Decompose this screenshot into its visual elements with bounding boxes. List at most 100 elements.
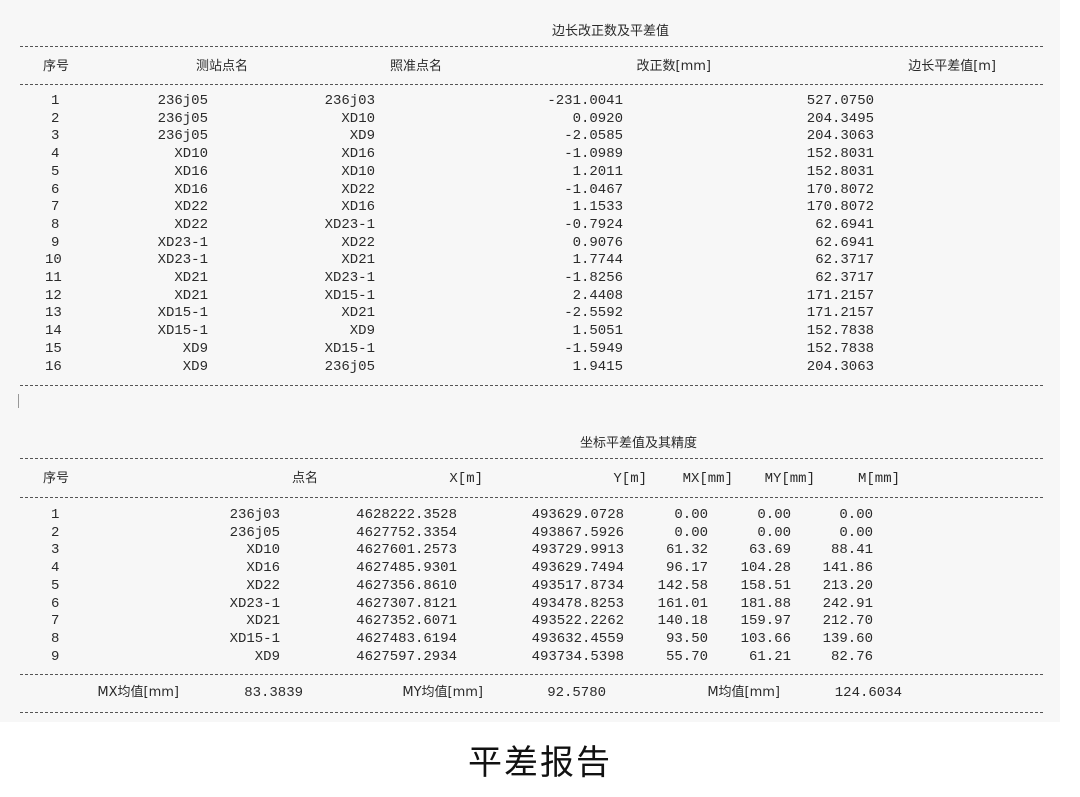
table-cell: -231.0041: [547, 93, 623, 109]
mx-mean-label: MX均值[mm]: [97, 685, 179, 700]
table-cell: 62.6941: [815, 234, 874, 251]
table-cell: 158.51: [740, 577, 791, 594]
table-cell: 204.3063: [806, 358, 874, 375]
table-cell: 0.00: [674, 507, 708, 523]
table-cell: 236j03: [229, 507, 280, 523]
table-cell: 61.21: [748, 648, 791, 665]
table-cell: -2.5592: [564, 305, 623, 322]
table-cell: 4: [51, 560, 60, 577]
table-cell: 4627601.2573: [356, 542, 457, 559]
table-cell: XD15-1: [229, 630, 280, 647]
column-header: X[m]: [449, 471, 483, 487]
table-cell: 236j05: [157, 110, 208, 127]
table-cell: 142.58: [657, 577, 708, 594]
divider: [20, 712, 1043, 713]
table-cell: 96.17: [665, 560, 708, 577]
table-cell: XD16: [174, 181, 208, 198]
table-cell: XD23-1: [157, 234, 208, 251]
table-cell: 493478.8253: [531, 595, 624, 612]
divider: [20, 458, 1043, 459]
table-cell: XD9: [182, 340, 208, 357]
table-cell: 141.86: [822, 560, 873, 577]
table-cell: 0.00: [839, 524, 873, 541]
table-cell: 1: [51, 93, 60, 109]
table1-title: 边长改正数及平差值: [552, 24, 670, 39]
table2-title: 坐标平差值及其精度: [580, 436, 698, 451]
column-header: 序号: [43, 59, 70, 74]
table-cell: 493734.5398: [531, 648, 624, 665]
table-cell: 527.0750: [806, 93, 874, 109]
table-cell: 171.2157: [806, 305, 874, 322]
caption: 平差报告: [468, 743, 612, 783]
divider: [20, 46, 1043, 47]
table-cell: 1.1533: [572, 199, 623, 216]
table-cell: 1.5051: [572, 323, 623, 340]
table-cell: 236j05: [229, 524, 280, 541]
column-header: 照准点名: [389, 59, 442, 74]
column-header: MX[mm]: [682, 471, 733, 487]
table-cell: 213.20: [822, 577, 873, 594]
table-cell: 4627752.3354: [356, 524, 457, 541]
table-cell: 1.7744: [572, 252, 623, 269]
table-cell: XD10: [174, 146, 208, 163]
table-cell: XD16: [174, 163, 208, 180]
table-cell: 0.00: [839, 507, 873, 523]
table-cell: 103.66: [740, 630, 791, 647]
table-cell: 12: [45, 287, 62, 304]
text-cursor: [18, 394, 19, 408]
table-cell: 493629.0728: [531, 507, 624, 523]
table-cell: 4627356.8610: [356, 577, 457, 594]
m-mean-label: M均值[mm]: [707, 685, 780, 700]
table-cell: XD23-1: [324, 270, 375, 286]
table-cell: 2: [51, 524, 60, 541]
table-cell: 7: [51, 199, 60, 216]
table-cell: 171.2157: [806, 287, 874, 304]
table-cell: 3: [51, 128, 60, 145]
table-cell: 0.00: [674, 524, 708, 541]
table-cell: 62.6941: [815, 216, 874, 233]
table-cell: XD15-1: [324, 287, 375, 304]
table-cell: -1.0467: [564, 181, 623, 198]
table-cell: 14: [45, 323, 62, 340]
table-cell: 4628222.3528: [356, 507, 457, 523]
table-cell: XD21: [174, 287, 208, 304]
table-cell: -2.0585: [564, 128, 623, 145]
table-cell: 8: [51, 216, 60, 233]
table-cell: 9: [51, 648, 60, 665]
table-cell: XD16: [246, 560, 280, 577]
table-cell: 7: [51, 613, 60, 630]
table-cell: 139.60: [822, 630, 873, 647]
table-cell: 236j05: [324, 358, 375, 375]
table-cell: 11: [45, 270, 62, 286]
table-cell: 3: [51, 542, 60, 559]
mx-mean-value: 83.3839: [244, 685, 303, 701]
table-cell: 0.00: [757, 524, 791, 541]
table-cell: 63.69: [748, 542, 791, 559]
table-cell: 4627485.9301: [356, 560, 457, 577]
table-cell: 236j03: [324, 93, 375, 109]
table-cell: XD15-1: [157, 305, 208, 322]
table-cell: XD10: [341, 163, 375, 180]
column-header: Y[m]: [613, 471, 647, 487]
table-cell: 493867.5926: [531, 524, 624, 541]
table-cell: 2: [51, 110, 60, 127]
table-cell: XD21: [341, 252, 375, 269]
table-cell: 152.7838: [806, 323, 874, 340]
table-cell: 1.2011: [572, 163, 623, 180]
table-cell: 170.8072: [806, 199, 874, 216]
column-header: M[mm]: [857, 471, 900, 487]
my-mean-value: 92.5780: [547, 685, 606, 701]
table-cell: 1.9415: [572, 358, 623, 375]
table-cell: 93.50: [665, 630, 708, 647]
table-cell: 0.9076: [572, 234, 623, 251]
table-cell: 6: [51, 595, 60, 612]
table-cell: 4627307.8121: [356, 595, 457, 612]
table-cell: XD9: [349, 128, 375, 145]
table-cell: XD22: [341, 234, 375, 251]
table-cell: 82.76: [830, 648, 873, 665]
table-cell: 170.8072: [806, 181, 874, 198]
table-cell: 6: [51, 181, 60, 198]
table-cell: 161.01: [657, 595, 708, 612]
table-cell: 152.7838: [806, 340, 874, 357]
table-cell: XD22: [174, 216, 208, 233]
